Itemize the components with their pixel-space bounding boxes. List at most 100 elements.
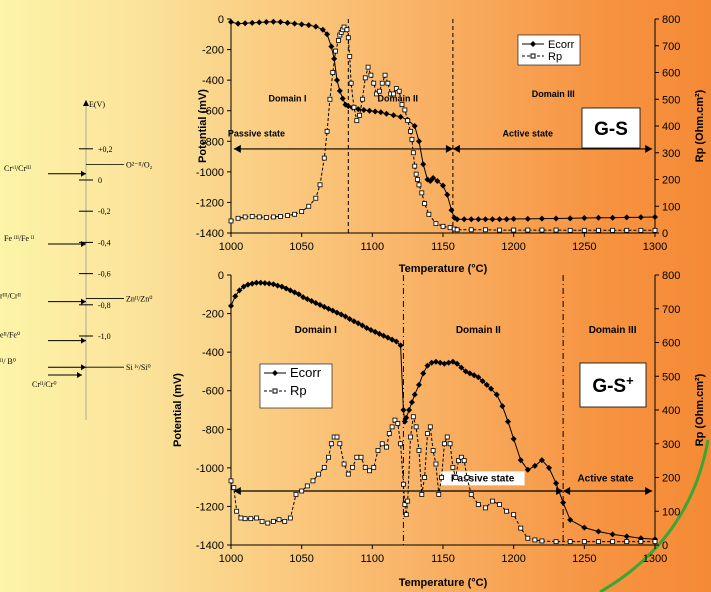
y2-tick-label: 600 xyxy=(662,338,680,350)
rp-point xyxy=(304,483,310,489)
ecorr-point xyxy=(393,338,400,345)
ecorr-point xyxy=(454,360,461,367)
ecorr-point xyxy=(424,362,431,369)
ecorr-point xyxy=(397,113,404,120)
rp-point xyxy=(344,27,350,33)
ecorr-point xyxy=(499,403,506,410)
ecorr-point xyxy=(437,359,444,366)
decorative-arc xyxy=(599,439,710,592)
rp-point xyxy=(389,424,395,430)
rp-point xyxy=(433,221,439,227)
x-tick-label: 1200 xyxy=(501,241,525,253)
potential-tick-label: -0,8 xyxy=(98,301,111,310)
ecorr-point xyxy=(321,303,328,310)
rp-point xyxy=(416,448,422,453)
ecorr-point xyxy=(244,281,251,288)
potential-tick-label: -1,0 xyxy=(98,332,111,341)
rp-point xyxy=(468,227,474,233)
ecorr-point xyxy=(468,216,475,223)
domain-label: Domain I xyxy=(269,94,307,104)
arrow-head xyxy=(233,144,241,153)
rp-point xyxy=(292,211,298,217)
rp-point xyxy=(525,535,531,541)
ecorr-point xyxy=(466,370,473,377)
rp-point xyxy=(442,441,447,447)
domain-label: Domain II xyxy=(378,94,419,104)
rp-point xyxy=(458,454,464,460)
ecorr-point xyxy=(291,289,298,296)
ecorr-point xyxy=(363,325,370,332)
ecorr-point xyxy=(228,302,234,309)
rp-point xyxy=(596,227,601,233)
ecorr-point xyxy=(510,435,517,442)
x-tick-label: 1300 xyxy=(643,241,667,253)
potential-axis-label: E(V) xyxy=(89,100,105,109)
ecorr-point xyxy=(623,533,630,540)
ecorr-point xyxy=(328,43,335,50)
couple-label: Si ᴵᵛ/Si⁰ xyxy=(126,363,151,372)
ecorr-point xyxy=(324,31,331,38)
ecorr-point xyxy=(300,294,307,301)
rp-point xyxy=(482,505,488,511)
ecorr-point xyxy=(232,293,239,300)
y2-tick-label: 400 xyxy=(662,405,680,417)
x-axis-label: Temperature (°C) xyxy=(399,263,488,275)
domain-label: Domain II xyxy=(456,325,501,336)
ecorr-point xyxy=(553,215,560,222)
ecorr-point xyxy=(475,374,482,381)
rp-point xyxy=(624,227,630,233)
rp-point xyxy=(553,227,559,233)
rp-point xyxy=(497,227,502,233)
rp-point xyxy=(368,72,374,78)
arrow-head xyxy=(645,144,653,153)
sample-label: G-S xyxy=(594,119,628,140)
rp-point xyxy=(285,213,290,219)
ecorr-point xyxy=(488,385,495,392)
y2-axis-label: Rp (Ohm.cm²) xyxy=(694,89,706,162)
x-tick-label: 1050 xyxy=(289,553,313,565)
rp-point xyxy=(379,441,385,447)
ecorr-point xyxy=(489,216,496,223)
couple-arrow xyxy=(81,364,86,371)
ecorr-point xyxy=(444,191,451,198)
state-label-bg xyxy=(440,471,525,486)
ecorr-point xyxy=(458,364,465,371)
x-tick-label: 1100 xyxy=(361,553,385,565)
rp-point xyxy=(345,471,351,477)
rp-point xyxy=(317,182,323,188)
rp-point xyxy=(270,518,276,524)
rp-point xyxy=(581,539,587,545)
rp-point xyxy=(371,80,377,86)
ecorr-point xyxy=(411,391,418,398)
y-tick-label: -1200 xyxy=(196,501,224,513)
rp-point xyxy=(398,441,404,447)
rp-point xyxy=(376,88,382,94)
rp-point xyxy=(354,454,360,460)
rp-point xyxy=(392,417,398,423)
x-tick-label: 1000 xyxy=(219,241,243,253)
x-tick-label: 1000 xyxy=(219,553,243,565)
y-tick-label: -800 xyxy=(202,424,224,436)
ecorr-point xyxy=(408,399,415,406)
ecorr-point xyxy=(242,20,249,27)
ecorr-point xyxy=(346,315,353,322)
rp-point xyxy=(287,515,293,521)
rp-point xyxy=(447,441,453,447)
y-tick-label: 0 xyxy=(218,270,224,282)
rp-point xyxy=(453,475,459,480)
rp-point xyxy=(464,475,470,480)
y2-tick-label: 100 xyxy=(662,201,680,213)
rp-point xyxy=(409,136,415,142)
rp-point xyxy=(391,91,396,97)
y2-tick-label: 100 xyxy=(662,506,680,518)
rp-point xyxy=(408,128,413,134)
couple-label: Znᴵᴵ/Zn⁰ xyxy=(126,295,152,304)
ecorr-point xyxy=(406,407,413,413)
ecorr-point xyxy=(308,298,315,305)
legend-box xyxy=(517,34,581,66)
ecorr-point xyxy=(595,528,602,535)
potential-tick-label: -0,6 xyxy=(98,270,111,279)
ecorr-point xyxy=(249,19,256,26)
ecorr-point xyxy=(372,108,379,115)
